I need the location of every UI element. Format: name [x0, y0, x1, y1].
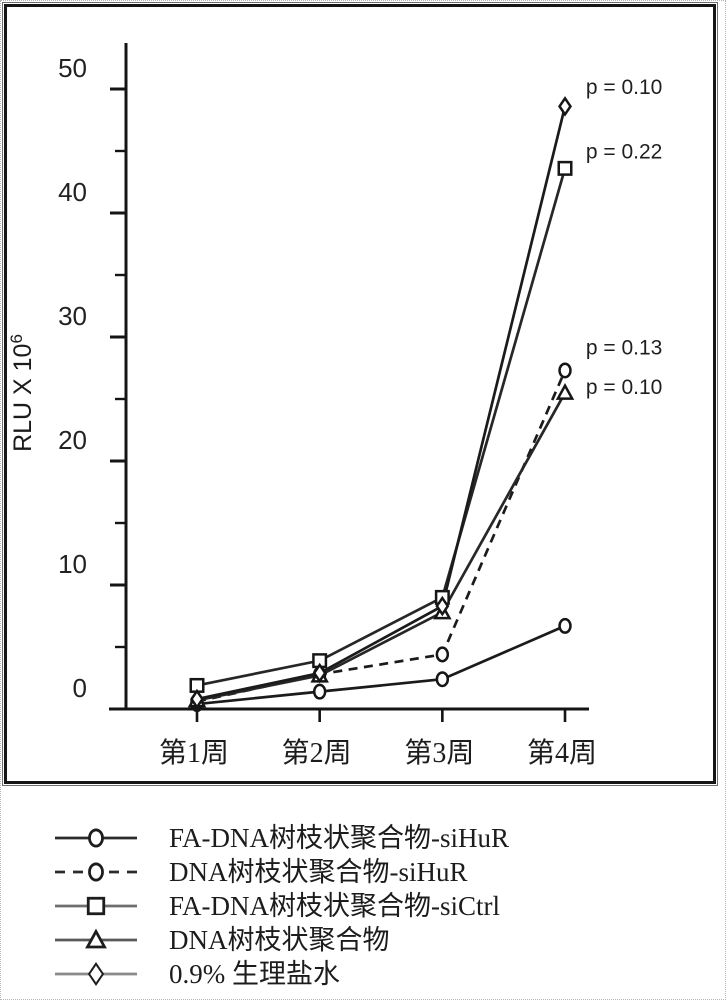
svg-text:10: 10	[58, 549, 87, 579]
legend-item-fa-dna-sictrl: FA-DNA树枝状聚合物-siCtrl	[1, 889, 725, 923]
legend-swatch-square-solid	[55, 896, 137, 916]
y-axis-ticks: 0 10 20 30 40 50	[58, 53, 126, 703]
x-axis-ticks: 第1周 第2周 第3周 第4周	[159, 709, 597, 769]
series-line-3	[196, 392, 567, 702]
svg-text:p = 0.22: p = 0.22	[586, 140, 662, 163]
svg-text:第1周: 第1周	[159, 737, 229, 769]
series-line-2	[196, 167, 567, 687]
series-markers-1	[190, 362, 572, 710]
svg-text:20: 20	[58, 425, 87, 455]
legend-label: 0.9% 生理盐水	[169, 958, 340, 989]
legend-swatch-circle-solid	[55, 828, 137, 848]
legend-swatch-diamond-solid	[55, 961, 137, 987]
svg-text:p = 0.10: p = 0.10	[586, 376, 662, 399]
series-markers-3	[187, 383, 575, 708]
legend-item-dna-sihur: DNA树枝状聚合物-siHuR	[1, 855, 725, 889]
svg-text:50: 50	[58, 53, 87, 83]
svg-text:30: 30	[58, 301, 87, 331]
svg-text:RLU X 106: RLU X 106	[7, 334, 37, 452]
svg-text:第4周: 第4周	[527, 737, 597, 769]
svg-text:0: 0	[73, 673, 87, 703]
legend-label: FA-DNA树枝状聚合物-siHuR	[169, 822, 510, 853]
legend-label: DNA树枝状聚合物	[169, 924, 390, 955]
legend-item-saline: 0.9% 生理盐水	[1, 957, 725, 991]
legend-item-fa-dna-sihur: FA-DNA树枝状聚合物-siHuR	[1, 821, 725, 855]
series-line-1	[196, 369, 567, 703]
svg-text:第2周: 第2周	[282, 737, 352, 769]
legend-item-dna-dendrimer: DNA树枝状聚合物	[1, 923, 725, 957]
legend-swatch-triangle-solid	[55, 928, 137, 949]
svg-text:p = 0.13: p = 0.13	[586, 336, 662, 359]
legend-swatch-circle-dashed	[55, 862, 137, 882]
svg-text:第3周: 第3周	[404, 737, 474, 769]
p-annotations: p = 0.10 p = 0.22 p = 0.13 p = 0.10	[586, 76, 662, 399]
svg-text:40: 40	[58, 177, 87, 207]
legend-label: FA-DNA树枝状聚合物-siCtrl	[169, 890, 501, 921]
series-markers-4	[190, 96, 572, 710]
chart-legend: FA-DNA树枝状聚合物-siHuR DNA树枝状聚合物-siHuR FA-DN…	[1, 821, 725, 991]
legend-label: DNA树枝状聚合物-siHuR	[169, 856, 468, 887]
series-markers-2	[189, 160, 573, 693]
axes	[109, 43, 589, 711]
series-line-0	[196, 624, 566, 706]
series-line-4	[196, 106, 567, 701]
y-axis-title: RLU X 106	[7, 334, 37, 452]
svg-text:p = 0.10: p = 0.10	[586, 76, 662, 99]
